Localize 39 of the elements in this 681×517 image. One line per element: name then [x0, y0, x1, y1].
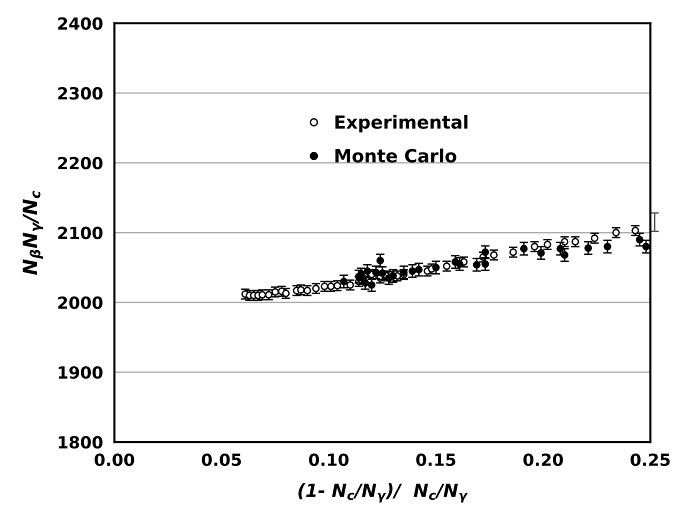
y-tick-label: 2200 — [58, 156, 102, 170]
point — [456, 260, 464, 268]
point — [378, 269, 386, 277]
point — [636, 236, 644, 244]
y-tick-label: 2000 — [58, 296, 102, 310]
point — [556, 244, 564, 253]
point — [481, 248, 490, 256]
point — [368, 281, 376, 289]
point — [364, 267, 372, 275]
y-tick-label: 1800 — [58, 436, 102, 449]
y-tick-label: 1900 — [58, 366, 102, 379]
legend-label: Experimental — [335, 114, 468, 132]
point — [481, 260, 490, 268]
point — [604, 242, 612, 250]
point — [376, 256, 384, 264]
point — [408, 267, 416, 275]
point — [340, 278, 348, 286]
x-tick-label: 0.05 — [202, 453, 241, 466]
point — [520, 244, 528, 253]
point — [642, 242, 650, 250]
point — [415, 266, 423, 274]
point — [472, 260, 481, 269]
y-tick-label: 2400 — [58, 17, 102, 30]
point — [432, 264, 440, 272]
legend-label: Monte Carlo — [335, 148, 456, 163]
point — [361, 279, 370, 287]
x-tick-label: 0.00 — [94, 453, 134, 466]
y-tick-label: 2100 — [58, 226, 102, 240]
point — [560, 251, 568, 259]
y-axis-title: N$_{β}$N$_{γ}$/N$_{c}$ — [22, 190, 43, 275]
x-axis-title: (1- N$_{c}$/N$_{γ}$)/ N$_{c}$/N$_{γ}$ — [298, 483, 468, 502]
y-tick-label: 2300 — [58, 87, 102, 100]
x-tick-label: 0.15 — [416, 453, 456, 466]
x-tick-label: 0.25 — [630, 453, 670, 466]
x-tick-label: 0.10 — [309, 453, 349, 466]
point — [372, 268, 380, 276]
x-tick-label: 0.20 — [523, 453, 563, 466]
point — [537, 249, 545, 257]
point — [584, 244, 592, 252]
